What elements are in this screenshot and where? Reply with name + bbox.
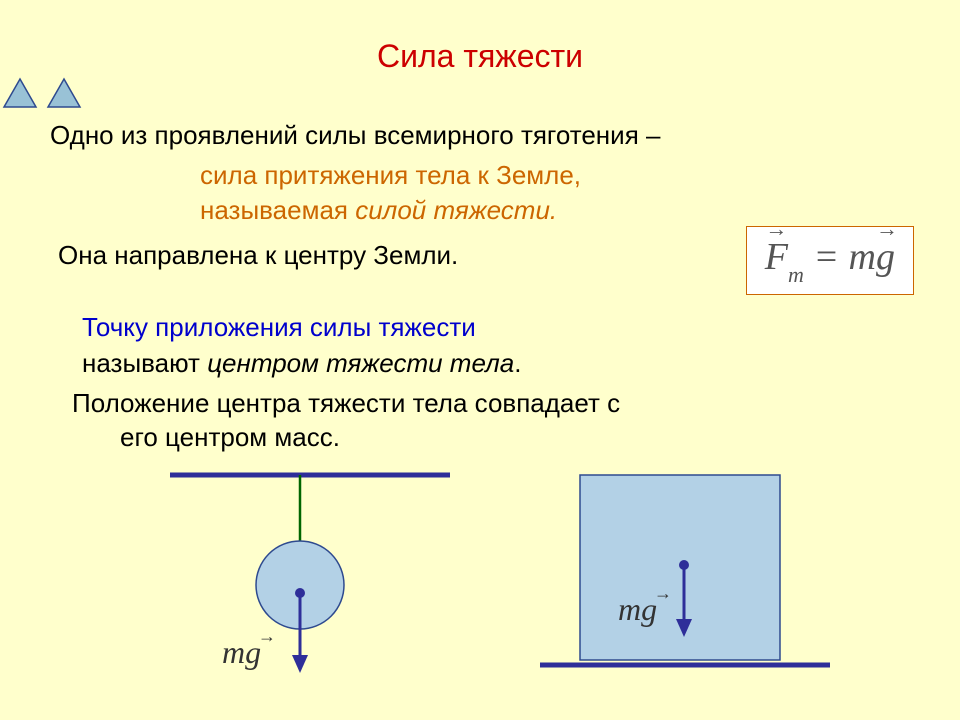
arrow-left-head <box>292 655 308 673</box>
formula-F-sub: m <box>788 262 804 287</box>
text-line-6: называют центром тяжести тела. <box>82 348 521 379</box>
text-line-4: Она направлена к центру Земли. <box>58 240 458 271</box>
formula-box: →Fm = m→g <box>746 226 914 295</box>
slide-title: Сила тяжести <box>0 0 960 75</box>
formula-eq: = <box>804 236 849 278</box>
diagrams-svg: mg → mg → <box>140 465 860 695</box>
nav-triangle-2[interactable] <box>44 75 84 111</box>
text-line-2: сила притяжения тела к Земле, <box>200 160 581 191</box>
label-right-arrow: → <box>654 583 672 603</box>
text-line-1: Одно из проявлений силы всемирного тягот… <box>50 120 660 151</box>
formula-F: →F <box>765 235 788 279</box>
formula-g: →g <box>876 235 895 279</box>
label-left-arrow: → <box>258 626 276 646</box>
label-right: mg <box>618 591 657 627</box>
text-line-3: называемая силой тяжести. <box>200 195 557 226</box>
nav-triangle-1[interactable] <box>0 75 40 111</box>
label-left: mg <box>222 634 261 670</box>
text-line-5: Точку приложения силы тяжести <box>82 312 476 343</box>
text-line-7: Положение центра тяжести тела совпадает … <box>72 388 620 419</box>
text-line-8: его центром масс. <box>120 422 340 453</box>
formula-m: m <box>849 236 876 278</box>
